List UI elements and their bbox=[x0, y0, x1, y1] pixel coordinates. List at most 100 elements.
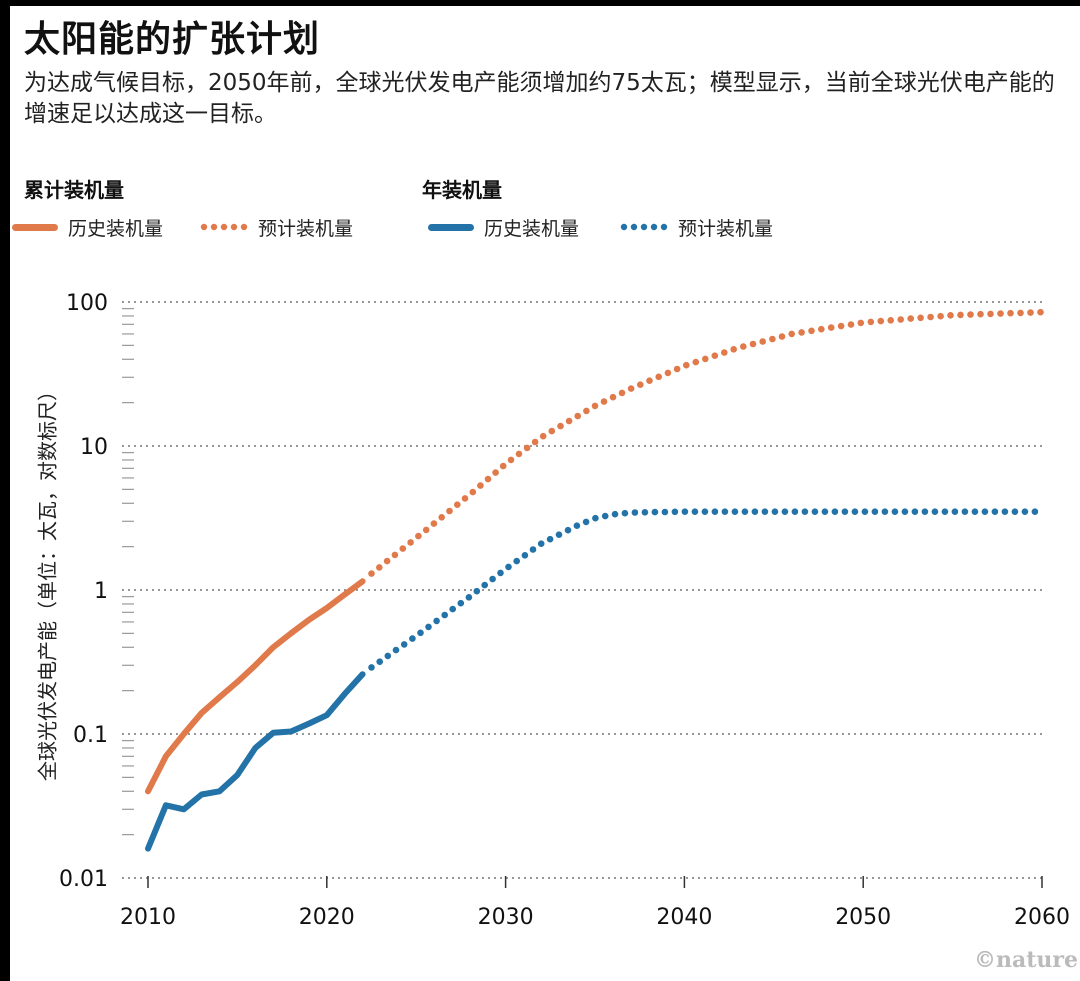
series-dot bbox=[465, 594, 473, 601]
y-tick-label: 0.01 bbox=[59, 867, 108, 892]
series-dot bbox=[489, 575, 496, 583]
series-dot bbox=[808, 327, 815, 335]
series-dot bbox=[583, 407, 590, 415]
legend-item-cumulative-historical: 历史装机量 bbox=[12, 214, 163, 240]
series-dot bbox=[961, 508, 969, 515]
series-dot bbox=[957, 311, 964, 319]
series-dot bbox=[977, 310, 984, 318]
series-dot bbox=[778, 333, 786, 340]
series-dot bbox=[761, 508, 769, 515]
series-dot bbox=[664, 369, 672, 377]
series-dot bbox=[574, 412, 581, 420]
series-dot bbox=[564, 526, 572, 534]
series-dot bbox=[384, 652, 392, 660]
series-dot bbox=[871, 508, 879, 515]
series-dot bbox=[531, 438, 539, 446]
series-dot bbox=[881, 508, 889, 515]
x-tick-label: 2010 bbox=[120, 905, 176, 930]
legend-swatch-dots-blue bbox=[620, 223, 668, 231]
legend-swatch-solid-blue bbox=[428, 223, 474, 231]
x-tick-label: 2050 bbox=[835, 905, 891, 930]
series-dot bbox=[947, 312, 954, 319]
series-dot bbox=[897, 316, 904, 323]
x-tick-label: 2020 bbox=[299, 905, 355, 930]
series-dot bbox=[867, 318, 875, 326]
series-dot bbox=[891, 508, 899, 515]
series-dot bbox=[376, 564, 383, 571]
series-dot bbox=[1027, 309, 1034, 316]
series-dot bbox=[417, 629, 424, 637]
series-dot bbox=[515, 450, 523, 458]
axis-layer: 0.01 0.1 1 10 100 2010 2020 2030 2040 2050 2060 bbox=[59, 291, 1070, 930]
series-dot bbox=[400, 641, 408, 648]
x-tick-label: 2030 bbox=[478, 905, 534, 930]
legend-group-annual: 年装机量 bbox=[422, 178, 502, 202]
series-dot bbox=[376, 658, 384, 665]
series-dot bbox=[407, 539, 414, 546]
series-dot bbox=[368, 664, 375, 671]
series-dot bbox=[546, 535, 554, 543]
series-dot bbox=[637, 381, 644, 389]
series-dot bbox=[557, 422, 564, 430]
series-dot bbox=[481, 581, 489, 589]
series-dot bbox=[392, 646, 400, 654]
series-dot bbox=[711, 508, 719, 515]
series-dot bbox=[1001, 508, 1009, 515]
series-dot bbox=[537, 540, 545, 547]
series-dot bbox=[821, 508, 829, 515]
series-dot bbox=[921, 508, 929, 515]
series-dot bbox=[651, 508, 659, 516]
legend-item-annual-historical: 历史装机量 bbox=[428, 214, 579, 240]
series-dot bbox=[701, 508, 709, 515]
series-dot bbox=[987, 310, 994, 318]
series-dot bbox=[422, 526, 430, 534]
legend-group-cumulative: 累计装机量 bbox=[24, 178, 124, 202]
series-dot bbox=[731, 508, 739, 515]
series-dot bbox=[473, 587, 481, 595]
series-dot bbox=[505, 563, 512, 571]
series-dot bbox=[409, 635, 416, 642]
series-3 bbox=[368, 508, 1039, 671]
series-0 bbox=[145, 578, 366, 795]
series-dot bbox=[399, 545, 407, 552]
series-dot bbox=[582, 518, 590, 526]
series-dot bbox=[484, 475, 492, 483]
x-tick-label: 2040 bbox=[656, 905, 712, 930]
series-dot bbox=[818, 325, 825, 333]
series-dot bbox=[887, 317, 894, 324]
series-dot bbox=[877, 317, 885, 325]
series-dot bbox=[941, 508, 949, 515]
series-dot bbox=[791, 508, 799, 515]
series-dot bbox=[857, 319, 865, 327]
series-dot bbox=[683, 361, 690, 369]
series-dot bbox=[907, 315, 914, 322]
series-line bbox=[145, 578, 366, 795]
x-tick-label: 2060 bbox=[1014, 905, 1070, 930]
grid-layer bbox=[122, 301, 1046, 879]
series-dot bbox=[601, 512, 609, 520]
series-dot bbox=[446, 507, 453, 515]
nature-credit: ©nature bbox=[974, 947, 1078, 973]
series-dot bbox=[917, 314, 924, 322]
series-dot bbox=[771, 508, 779, 515]
series-dot bbox=[901, 508, 909, 515]
legend-label: 历史装机量 bbox=[68, 217, 164, 240]
series-dot bbox=[521, 552, 529, 559]
series-dot bbox=[1021, 508, 1029, 515]
series-dot bbox=[1011, 508, 1019, 515]
series-dot bbox=[1017, 309, 1024, 317]
series-dot bbox=[661, 508, 669, 516]
series-dot bbox=[827, 324, 835, 331]
series-dot bbox=[646, 377, 653, 385]
series-dot bbox=[641, 509, 649, 516]
series-dot bbox=[621, 509, 629, 517]
series-dot bbox=[692, 358, 700, 366]
series-dot bbox=[618, 389, 626, 397]
legend-label: 预计装机量 bbox=[258, 217, 354, 240]
series-dot bbox=[565, 417, 573, 425]
series-dot bbox=[573, 522, 581, 529]
series-dot bbox=[931, 508, 939, 515]
series-dot bbox=[1007, 309, 1014, 317]
series-dot bbox=[751, 508, 759, 515]
